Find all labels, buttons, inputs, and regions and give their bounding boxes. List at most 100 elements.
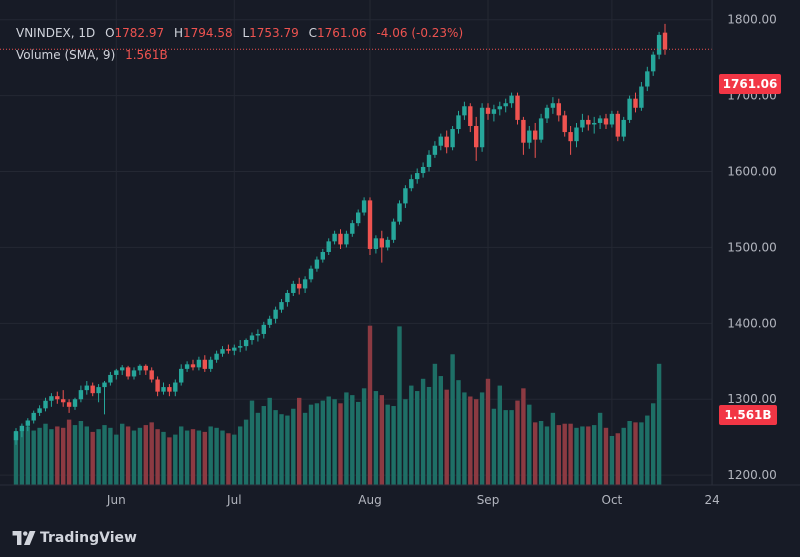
- volume-bar: [645, 415, 650, 485]
- candle-body: [403, 188, 408, 204]
- volume-bar: [31, 430, 36, 485]
- candle-body: [332, 233, 337, 242]
- candle: [267, 315, 272, 328]
- candle-body: [90, 385, 95, 394]
- volume-indicator-label[interactable]: Volume (SMA, 9): [16, 48, 116, 62]
- volume-bar: [161, 431, 166, 485]
- candle-body: [226, 349, 231, 351]
- volume-bar: [43, 423, 48, 485]
- volume-bar: [379, 395, 384, 485]
- candle: [350, 220, 355, 237]
- volume-bar: [13, 431, 19, 485]
- volume-bar: [426, 386, 432, 485]
- candle-body: [173, 382, 178, 392]
- volume-bar: [562, 423, 567, 485]
- change-value: -4.06 (-0.23%): [376, 26, 464, 40]
- candle-body: [468, 106, 473, 126]
- tradingview-logo[interactable]: TradingView: [12, 529, 137, 547]
- volume-bar: [550, 412, 556, 485]
- candle: [66, 399, 72, 413]
- candle: [503, 98, 508, 113]
- volume-bar: [238, 426, 243, 485]
- candle-body: [515, 95, 520, 120]
- symbol-label[interactable]: VNINDEX, 1D: [16, 26, 96, 40]
- volume-bar: [291, 408, 296, 485]
- candle: [615, 110, 620, 142]
- volume-row: Volume (SMA, 9) 1.561B: [16, 44, 469, 66]
- candle: [379, 230, 384, 263]
- candle: [214, 350, 219, 363]
- volume-bar: [538, 421, 544, 485]
- candle: [538, 113, 544, 143]
- candle: [285, 289, 290, 307]
- candle: [426, 150, 432, 172]
- volume-indicator-value: 1.561B: [125, 48, 168, 62]
- candle: [521, 116, 526, 155]
- candle: [308, 265, 314, 283]
- open-key: O: [105, 26, 115, 40]
- volume-bar: [131, 430, 137, 485]
- volume-bar: [255, 412, 261, 485]
- candle-body: [208, 359, 213, 369]
- volume-bar: [102, 425, 107, 485]
- candle-body: [474, 125, 479, 148]
- candle: [37, 405, 42, 416]
- candle-body: [397, 203, 402, 222]
- candle-body: [379, 238, 384, 248]
- candle: [108, 371, 113, 386]
- candle-body: [120, 367, 125, 371]
- candle-body: [367, 200, 373, 249]
- volume-bar: [184, 430, 190, 485]
- volume-bar: [656, 363, 662, 485]
- candle-body: [603, 118, 609, 125]
- candle-body: [568, 132, 573, 142]
- volume-bar: [621, 427, 626, 485]
- volume-bar: [196, 430, 202, 485]
- candle: [574, 122, 579, 148]
- volume-bar: [485, 378, 491, 485]
- candle-body: [66, 402, 72, 407]
- candle: [232, 344, 237, 356]
- candle: [385, 236, 390, 251]
- volume-bar: [190, 429, 196, 485]
- candle-body: [503, 103, 508, 107]
- time-axis[interactable]: Jun Jul Aug Sep Oct 24: [106, 493, 720, 507]
- time-tick-label: Jun: [106, 493, 126, 507]
- candle: [149, 367, 154, 383]
- candle-body: [550, 103, 556, 108]
- candle-body: [521, 119, 526, 143]
- volume-bar: [49, 429, 54, 485]
- volume-bar: [90, 431, 95, 485]
- candle: [597, 115, 603, 130]
- candle-body: [61, 399, 66, 403]
- candle: [49, 393, 54, 407]
- volume-bar: [627, 421, 632, 485]
- volume-bar: [503, 410, 508, 485]
- candle: [261, 321, 266, 339]
- time-tick-label: Jul: [226, 493, 241, 507]
- candle-body: [19, 425, 25, 432]
- candle-body: [96, 387, 101, 394]
- candle-body: [114, 370, 119, 375]
- candle: [161, 382, 166, 395]
- volume-bar: [302, 412, 308, 485]
- volume-bar: [297, 397, 302, 485]
- candle: [497, 101, 502, 116]
- volume-bar: [137, 427, 143, 485]
- candle-body: [662, 32, 668, 50]
- close-key: C: [308, 26, 317, 40]
- candle-body: [426, 154, 432, 167]
- volume-bar: [491, 408, 497, 485]
- candle-body: [37, 408, 42, 413]
- price-axis[interactable]: 1800.001700.001600.001500.001400.001300.…: [727, 13, 777, 482]
- candle-body: [249, 335, 255, 341]
- candle: [84, 381, 89, 395]
- candle-body: [456, 115, 461, 130]
- volume-bar: [84, 426, 89, 485]
- volume-bar: [220, 430, 225, 485]
- candle-body: [373, 238, 379, 249]
- volume-bar: [332, 399, 337, 485]
- volume-bar: [574, 427, 579, 485]
- volume-bar: [597, 412, 603, 485]
